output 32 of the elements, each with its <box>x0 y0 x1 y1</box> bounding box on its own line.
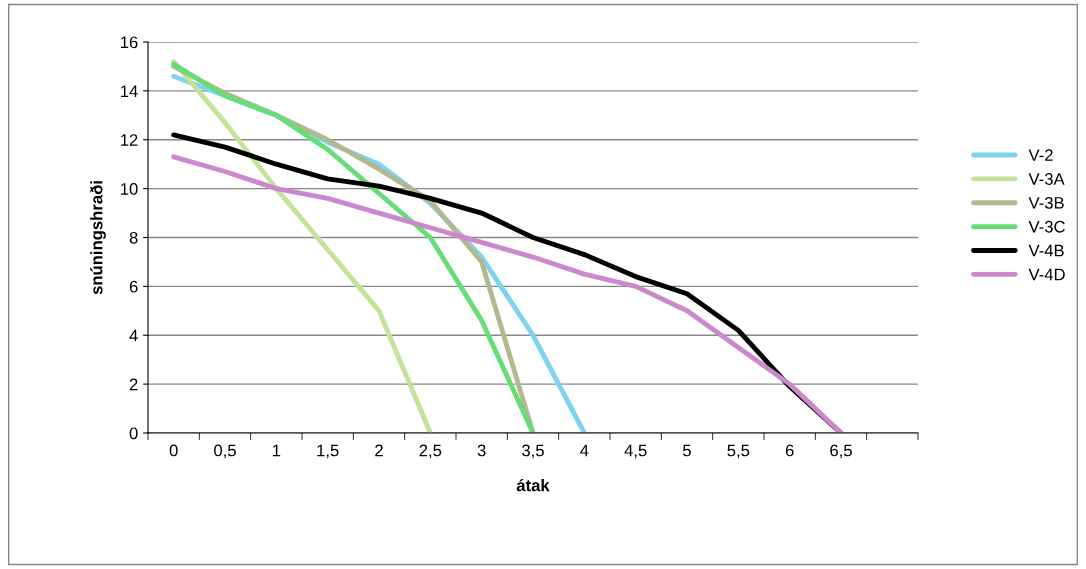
x-tick-label: 2 <box>375 444 383 457</box>
x-axis-title: átak <box>516 478 550 492</box>
y-tick-label: 12 <box>121 134 138 146</box>
y-axis-title: snúningshraði <box>90 181 106 295</box>
y-tick-label: 8 <box>129 231 138 244</box>
x-tick-label: 0,5 <box>214 444 236 459</box>
x-tick-label: 5 <box>683 444 691 457</box>
y-tick-label: 0 <box>129 427 138 440</box>
x-tick-label: 4,5 <box>624 444 647 459</box>
legend-label: V-3B <box>1028 196 1064 209</box>
legend-label: V-4B <box>1028 244 1064 257</box>
x-tick-label: 1,5 <box>317 444 339 459</box>
y-tick-label: 2 <box>129 378 138 391</box>
x-tick-label: 0 <box>169 444 178 457</box>
x-tick-label: 1 <box>272 444 281 457</box>
y-tick-label: 10 <box>121 183 138 195</box>
line-series <box>171 59 433 433</box>
x-tick-label: 3,5 <box>522 444 544 459</box>
legend-label: V-4D <box>1028 268 1065 281</box>
x-tick-label: 6 <box>785 444 794 457</box>
x-tick-label: 6,5 <box>830 444 852 459</box>
x-tick-label: 2,5 <box>419 444 442 459</box>
y-tick-label: 14 <box>121 85 138 97</box>
legend-label: V-3A <box>1028 173 1065 185</box>
y-tick-label: 4 <box>129 329 138 342</box>
legend-label: V-2 <box>1028 149 1053 161</box>
x-tick-label: 4 <box>580 444 589 457</box>
x-tick-label: 3 <box>477 444 486 457</box>
y-tick-label: 16 <box>121 36 138 49</box>
y-tick-label: 6 <box>129 280 138 293</box>
legend-label: V-3C <box>1028 220 1065 233</box>
x-tick-label: 5,5 <box>727 444 750 459</box>
